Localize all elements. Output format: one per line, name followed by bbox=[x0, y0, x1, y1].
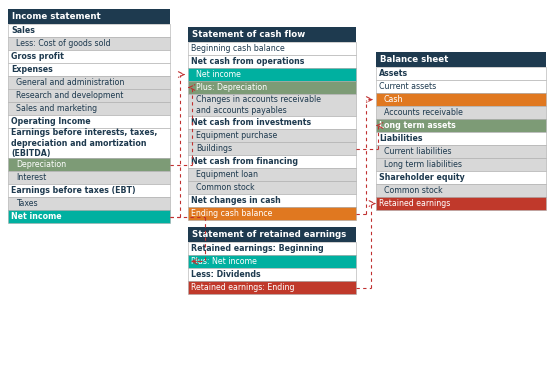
Text: Sales and marketing: Sales and marketing bbox=[16, 104, 97, 113]
Bar bbox=[8, 50, 170, 63]
Text: Net changes in cash: Net changes in cash bbox=[191, 196, 281, 205]
Bar bbox=[188, 268, 356, 281]
Text: Shareholder equity: Shareholder equity bbox=[379, 173, 465, 182]
Text: Depreciation: Depreciation bbox=[16, 160, 66, 169]
Bar bbox=[188, 116, 356, 129]
Bar bbox=[188, 168, 356, 181]
Bar bbox=[188, 255, 356, 268]
Bar bbox=[188, 207, 356, 220]
Text: Expenses: Expenses bbox=[11, 65, 53, 74]
Text: Current liabilities: Current liabilities bbox=[384, 147, 452, 156]
Bar bbox=[8, 171, 170, 184]
Bar bbox=[188, 181, 356, 194]
Text: General and administration: General and administration bbox=[16, 78, 124, 87]
Text: Common stock: Common stock bbox=[384, 186, 443, 195]
Bar bbox=[8, 115, 170, 128]
Text: Gross profit: Gross profit bbox=[11, 52, 64, 61]
Text: Net income: Net income bbox=[11, 212, 62, 221]
Text: Interest: Interest bbox=[16, 173, 46, 182]
Bar bbox=[8, 128, 170, 158]
Text: Retained earnings: Beginning: Retained earnings: Beginning bbox=[191, 244, 324, 253]
Text: Beginning cash balance: Beginning cash balance bbox=[191, 44, 285, 53]
Bar bbox=[376, 80, 546, 93]
Bar bbox=[8, 63, 170, 76]
Bar bbox=[8, 24, 170, 37]
Text: Balance sheet: Balance sheet bbox=[380, 55, 448, 64]
Bar bbox=[8, 37, 170, 50]
Bar bbox=[376, 132, 546, 145]
Bar bbox=[376, 93, 546, 106]
Text: Buildings: Buildings bbox=[196, 144, 232, 153]
Text: Equipment loan: Equipment loan bbox=[196, 170, 258, 179]
Bar bbox=[188, 68, 356, 81]
Bar bbox=[8, 89, 170, 102]
Text: Assets: Assets bbox=[379, 69, 408, 78]
Bar bbox=[376, 197, 546, 210]
Text: Common stock: Common stock bbox=[196, 183, 255, 192]
Bar bbox=[188, 281, 356, 294]
Text: Net cash from investments: Net cash from investments bbox=[191, 118, 311, 127]
Text: Statement of retained earnings: Statement of retained earnings bbox=[192, 230, 346, 239]
Bar bbox=[376, 52, 546, 67]
Text: Ending cash balance: Ending cash balance bbox=[191, 209, 273, 218]
Bar bbox=[188, 27, 356, 42]
Text: Changes in accounts receivable
and accounts payables: Changes in accounts receivable and accou… bbox=[196, 95, 321, 115]
Bar bbox=[8, 184, 170, 197]
Bar bbox=[188, 81, 356, 94]
Text: Accounts receivable: Accounts receivable bbox=[384, 108, 463, 117]
Text: Liabilities: Liabilities bbox=[379, 134, 422, 143]
Bar bbox=[188, 194, 356, 207]
Bar bbox=[8, 76, 170, 89]
Text: Cash: Cash bbox=[384, 95, 403, 104]
Bar bbox=[376, 171, 546, 184]
Text: Operating Income: Operating Income bbox=[11, 117, 90, 126]
Text: Taxes: Taxes bbox=[16, 199, 38, 208]
Text: Current assets: Current assets bbox=[379, 82, 436, 91]
Bar bbox=[376, 106, 546, 119]
Bar bbox=[376, 158, 546, 171]
Bar bbox=[376, 119, 546, 132]
Text: Retained earnings: Retained earnings bbox=[379, 199, 450, 208]
Bar bbox=[8, 102, 170, 115]
Text: Plus: Net income: Plus: Net income bbox=[191, 257, 257, 266]
Bar bbox=[376, 67, 546, 80]
Bar bbox=[188, 129, 356, 142]
Bar bbox=[188, 94, 356, 116]
Bar bbox=[376, 145, 546, 158]
Bar bbox=[188, 242, 356, 255]
Text: Equipment purchase: Equipment purchase bbox=[196, 131, 278, 140]
Bar bbox=[8, 197, 170, 210]
Bar bbox=[8, 158, 170, 171]
Text: Research and development: Research and development bbox=[16, 91, 123, 100]
Bar bbox=[188, 42, 356, 55]
Text: Statement of cash flow: Statement of cash flow bbox=[192, 30, 305, 39]
Bar bbox=[188, 155, 356, 168]
Text: Retained earnings: Ending: Retained earnings: Ending bbox=[191, 283, 295, 292]
Bar bbox=[188, 142, 356, 155]
Text: Income statement: Income statement bbox=[12, 12, 101, 21]
Text: Earnings before interests, taxes,
depreciation and amortization
(EBITDA): Earnings before interests, taxes, deprec… bbox=[11, 128, 158, 158]
Text: Long term assets: Long term assets bbox=[379, 121, 456, 130]
Text: Net income: Net income bbox=[196, 70, 241, 79]
Text: Sales: Sales bbox=[11, 26, 35, 35]
Bar bbox=[188, 227, 356, 242]
Bar bbox=[188, 55, 356, 68]
Text: Long term liabilities: Long term liabilities bbox=[384, 160, 462, 169]
Text: Net cash from operations: Net cash from operations bbox=[191, 57, 304, 66]
Bar bbox=[8, 210, 170, 223]
Text: Less: Dividends: Less: Dividends bbox=[191, 270, 261, 279]
Bar bbox=[8, 9, 170, 24]
Text: Plus: Depreciation: Plus: Depreciation bbox=[196, 83, 267, 92]
Text: Less: Cost of goods sold: Less: Cost of goods sold bbox=[16, 39, 110, 48]
Text: Earnings before taxes (EBT): Earnings before taxes (EBT) bbox=[11, 186, 135, 195]
Text: Net cash from financing: Net cash from financing bbox=[191, 157, 298, 166]
Bar bbox=[376, 184, 546, 197]
